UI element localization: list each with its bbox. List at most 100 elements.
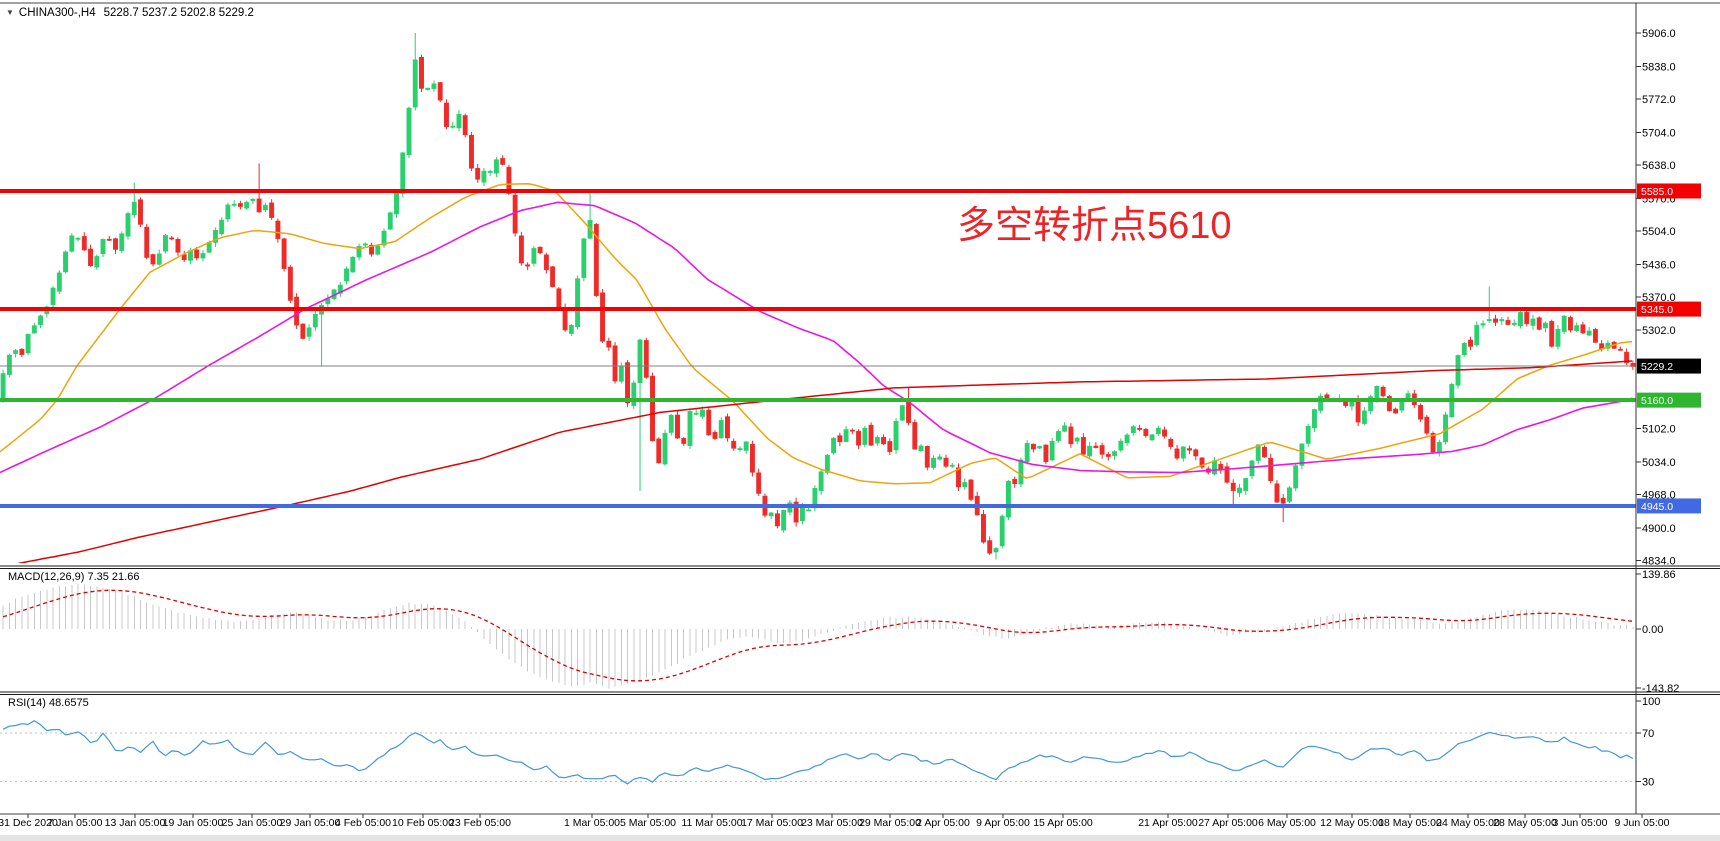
svg-text:5906.0: 5906.0: [1642, 28, 1676, 40]
rsi-panel[interactable]: [0, 720, 1636, 785]
candle: [687, 411, 693, 446]
candle: [119, 233, 125, 251]
candle: [412, 59, 418, 108]
candle: [749, 443, 755, 473]
candle: [462, 115, 468, 136]
svg-text:5704.0: 5704.0: [1642, 127, 1676, 139]
svg-text:12 May 05:00: 12 May 05:00: [1320, 817, 1384, 829]
candle: [631, 382, 637, 406]
svg-text:24 May 05:00: 24 May 05:00: [1436, 817, 1500, 829]
candle: [650, 375, 655, 442]
ma-fast-line[interactable]: [0, 182, 1633, 485]
candle: [456, 113, 462, 129]
candle: [774, 513, 780, 527]
candle: [831, 437, 837, 454]
candle: [106, 238, 112, 241]
price-level-badge-resistance-5345: [1637, 301, 1701, 317]
candle: [1049, 441, 1055, 461]
macd-histogram: [2, 583, 1634, 689]
svg-text:5772.0: 5772.0: [1642, 94, 1676, 106]
macd-axis[interactable]: 139.86 0.00 -143.82: [1636, 569, 1679, 695]
candle: [362, 243, 368, 246]
candle: [1561, 315, 1567, 332]
candle: [419, 57, 424, 89]
candle: [824, 454, 830, 473]
candle: [743, 441, 749, 451]
candle: [1293, 465, 1299, 489]
candle: [1043, 444, 1049, 463]
candle: [618, 365, 624, 382]
candle: [225, 204, 231, 220]
candle: [1243, 478, 1249, 491]
svg-text:5302.0: 5302.0: [1642, 325, 1676, 337]
ma-medium-line[interactable]: [0, 201, 1633, 474]
candle: [1024, 443, 1030, 462]
candle: [100, 239, 106, 255]
candle: [450, 125, 456, 128]
svg-text:3 Jun 05:00: 3 Jun 05:00: [1553, 817, 1608, 829]
candle: [1349, 401, 1355, 407]
rsi-line: [2, 720, 1634, 785]
candle: [1386, 396, 1392, 412]
svg-text:5370.0: 5370.0: [1642, 292, 1676, 304]
candle: [1555, 329, 1561, 347]
candle: [856, 430, 862, 446]
candle: [1006, 480, 1011, 518]
candle: [943, 457, 949, 467]
svg-text:5160.0: 5160.0: [1641, 395, 1673, 407]
candle: [163, 235, 168, 252]
candle: [981, 514, 986, 543]
candle: [175, 238, 181, 253]
candle: [1074, 437, 1080, 442]
candle: [88, 248, 93, 267]
candle: [681, 438, 687, 444]
candle: [1193, 449, 1199, 457]
candle: [256, 198, 262, 213]
macd-panel[interactable]: [2, 583, 1634, 689]
candle: [337, 284, 343, 294]
candle: [1130, 426, 1136, 433]
candle: [956, 467, 961, 488]
svg-text:4900.0: 4900.0: [1642, 523, 1676, 535]
svg-text:5585.0: 5585.0: [1641, 186, 1673, 198]
candle: [868, 424, 874, 446]
candle: [1549, 321, 1555, 347]
candle: [606, 340, 612, 348]
candle: [712, 432, 718, 439]
horizontal-levels: [0, 188, 1636, 508]
candle: [38, 315, 44, 325]
candle: [250, 199, 256, 201]
candle: [50, 287, 56, 306]
candle: [1493, 318, 1498, 323]
candle: [1087, 445, 1093, 457]
candle: [406, 107, 412, 156]
candle: [125, 213, 131, 237]
annotation-text[interactable]: 多空转折点5610: [957, 205, 1232, 247]
candle: [1037, 446, 1043, 449]
candle: [212, 229, 218, 243]
svg-text:5504.0: 5504.0: [1642, 226, 1676, 238]
candle: [899, 405, 905, 421]
candle: [1030, 443, 1036, 450]
candle: [200, 253, 206, 259]
candle: [6, 354, 12, 375]
price-level-badge-resistance-5585: [1637, 183, 1701, 199]
candle: [1274, 483, 1280, 503]
price-axis[interactable]: 5906.05838.05772.05704.05638.05570.05504…: [1636, 28, 1701, 568]
candle: [131, 201, 137, 216]
candle: [893, 420, 899, 451]
candle: [1524, 311, 1530, 325]
svg-text:28 May 05:00: 28 May 05:00: [1493, 817, 1557, 829]
chart-header: ▼ CHINA300-,H4 5228.7 5237.2 5202.8 5229.2: [6, 7, 254, 19]
candle: [1355, 399, 1361, 423]
svg-text:19 Jan 05:00: 19 Jan 05:00: [163, 817, 224, 829]
svg-text:5102.0: 5102.0: [1642, 424, 1676, 436]
candle: [1118, 440, 1124, 451]
candle: [1080, 437, 1086, 455]
candle: [306, 327, 312, 337]
quick-trade-toggle-icon[interactable]: ▼: [6, 8, 14, 17]
rsi-axis[interactable]: 100 70 30: [1636, 696, 1660, 789]
